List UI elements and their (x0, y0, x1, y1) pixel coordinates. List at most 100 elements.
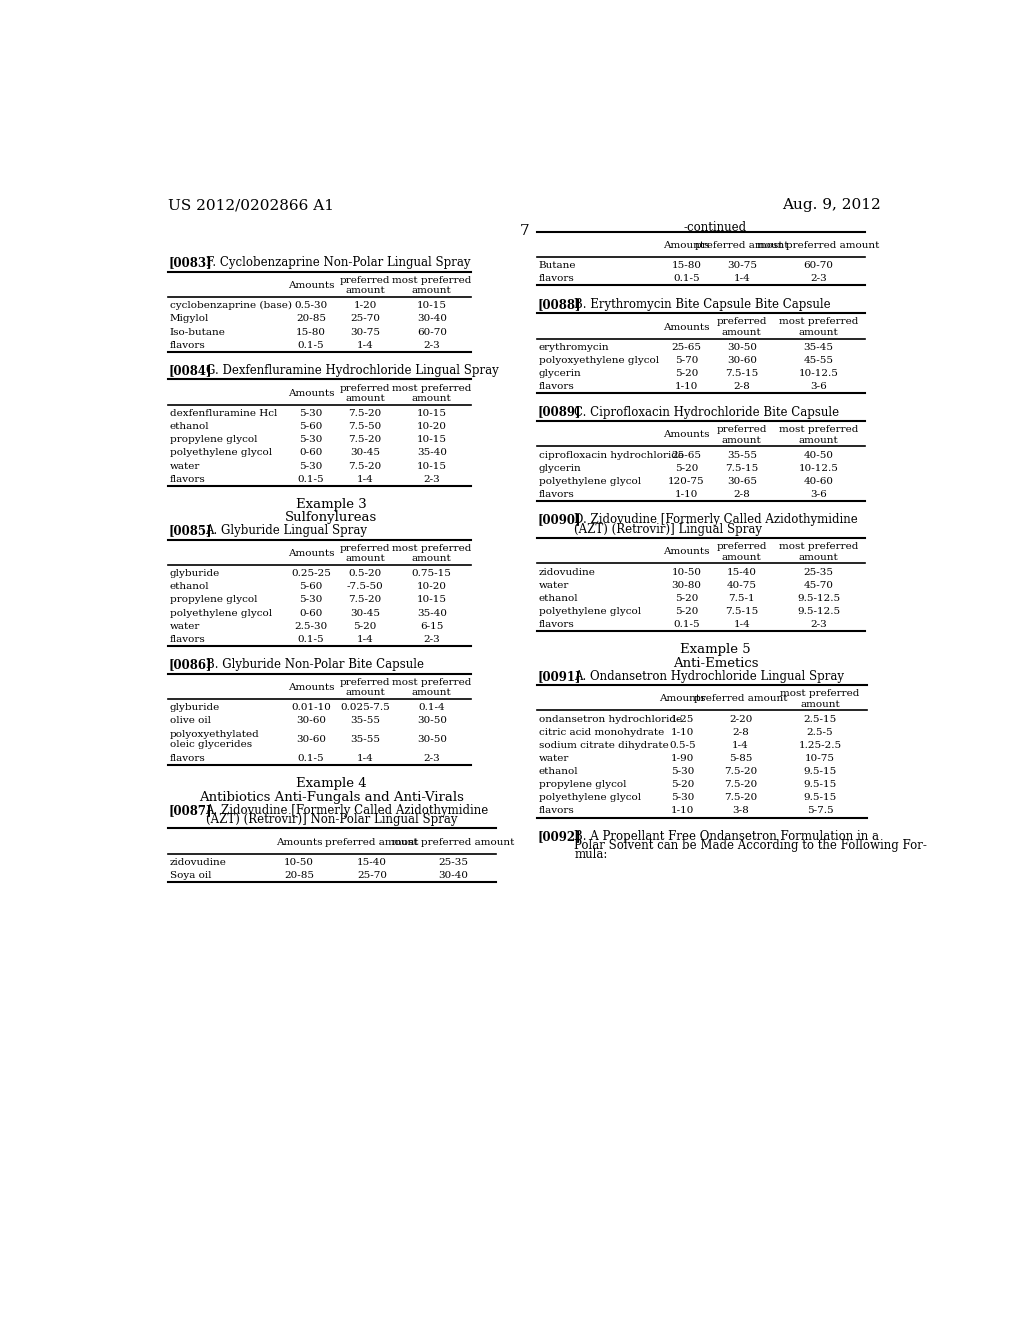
Text: [0084]: [0084] (168, 364, 212, 378)
Text: 9.5-15: 9.5-15 (804, 793, 837, 803)
Text: most preferred
amount: most preferred amount (779, 543, 858, 561)
Text: ethanol: ethanol (539, 594, 579, 603)
Text: 40-60: 40-60 (804, 477, 834, 486)
Text: 40-75: 40-75 (727, 581, 757, 590)
Text: 30-45: 30-45 (350, 449, 380, 458)
Text: flavors: flavors (539, 275, 574, 284)
Text: 0.025-7.5: 0.025-7.5 (340, 704, 390, 713)
Text: -7.5-50: -7.5-50 (347, 582, 384, 591)
Text: ethanol: ethanol (539, 767, 579, 776)
Text: 35-55: 35-55 (350, 717, 380, 726)
Text: 10-50: 10-50 (672, 568, 701, 577)
Text: 5-20: 5-20 (675, 594, 698, 603)
Text: 7.5-50: 7.5-50 (348, 422, 382, 432)
Text: 30-80: 30-80 (672, 581, 701, 590)
Text: [0085]: [0085] (168, 524, 212, 537)
Text: Iso-butane: Iso-butane (170, 327, 225, 337)
Text: 35-55: 35-55 (727, 450, 757, 459)
Text: Migylol: Migylol (170, 314, 209, 323)
Text: 0.25-25: 0.25-25 (291, 569, 331, 578)
Text: Anti-Emetics: Anti-Emetics (673, 656, 758, 669)
Text: C. Ciprofloxacin Hydrochloride Bite Capsule: C. Ciprofloxacin Hydrochloride Bite Caps… (574, 405, 840, 418)
Text: 0-60: 0-60 (299, 609, 323, 618)
Text: water: water (170, 622, 201, 631)
Text: 5-60: 5-60 (299, 582, 323, 591)
Text: [0086]: [0086] (168, 659, 212, 671)
Text: Amounts: Amounts (288, 389, 334, 397)
Text: 7.5-20: 7.5-20 (348, 436, 382, 445)
Text: water: water (539, 581, 569, 590)
Text: 2-8: 2-8 (733, 490, 751, 499)
Text: 10-20: 10-20 (417, 582, 446, 591)
Text: most preferred
amount: most preferred amount (392, 276, 471, 296)
Text: glyburide: glyburide (170, 569, 220, 578)
Text: polyethylene glycol: polyethylene glycol (539, 607, 641, 616)
Text: 60-70: 60-70 (417, 327, 446, 337)
Text: [0090]: [0090] (538, 513, 581, 527)
Text: 1-10: 1-10 (671, 807, 694, 816)
Text: sodium citrate dihydrate: sodium citrate dihydrate (539, 741, 669, 750)
Text: 0.01-10: 0.01-10 (291, 704, 331, 713)
Text: 7.5-20: 7.5-20 (724, 780, 758, 789)
Text: 2-3: 2-3 (424, 754, 440, 763)
Text: 25-65: 25-65 (672, 450, 701, 459)
Text: 25-70: 25-70 (350, 314, 380, 323)
Text: 5-20: 5-20 (671, 780, 694, 789)
Text: 2-3: 2-3 (810, 275, 827, 284)
Text: most preferred
amount: most preferred amount (392, 677, 471, 697)
Text: 5-70: 5-70 (675, 356, 698, 366)
Text: 0.5-20: 0.5-20 (348, 569, 382, 578)
Text: Amounts: Amounts (276, 838, 323, 846)
Text: propylene glycol: propylene glycol (170, 436, 257, 445)
Text: 0.1-5: 0.1-5 (298, 475, 325, 483)
Text: ondansetron hydrochloride: ondansetron hydrochloride (539, 715, 682, 723)
Text: polyoxyethylene glycol: polyoxyethylene glycol (539, 356, 658, 366)
Text: [0083]: [0083] (168, 256, 212, 269)
Text: polyethylene glycol: polyethylene glycol (539, 793, 641, 803)
Text: 3-6: 3-6 (810, 490, 827, 499)
Text: 30-40: 30-40 (417, 314, 446, 323)
Text: 0.5-5: 0.5-5 (670, 741, 696, 750)
Text: 2-8: 2-8 (733, 383, 751, 391)
Text: zidovudine: zidovudine (539, 568, 596, 577)
Text: ethanol: ethanol (170, 422, 210, 432)
Text: 1-10: 1-10 (671, 727, 694, 737)
Text: glycerin: glycerin (539, 463, 582, 473)
Text: 2.5-30: 2.5-30 (294, 622, 328, 631)
Text: 0.1-5: 0.1-5 (673, 620, 699, 630)
Text: flavors: flavors (170, 635, 206, 644)
Text: most preferred
amount: most preferred amount (392, 384, 471, 403)
Text: most preferred amount: most preferred amount (392, 838, 515, 846)
Text: 30-60: 30-60 (296, 717, 326, 726)
Text: 2-3: 2-3 (424, 635, 440, 644)
Text: 30-60: 30-60 (296, 735, 326, 744)
Text: 1-4: 1-4 (732, 741, 749, 750)
Text: 7.5-20: 7.5-20 (348, 409, 382, 418)
Text: 1-10: 1-10 (675, 490, 698, 499)
Text: most preferred
amount: most preferred amount (392, 544, 471, 564)
Text: 0-60: 0-60 (299, 449, 323, 458)
Text: 5-30: 5-30 (671, 767, 694, 776)
Text: B. Erythromycin Bite Capsule Bite Capsule: B. Erythromycin Bite Capsule Bite Capsul… (574, 298, 831, 310)
Text: water: water (170, 462, 201, 470)
Text: [0088]: [0088] (538, 298, 581, 310)
Text: 5-30: 5-30 (671, 793, 694, 803)
Text: glyburide: glyburide (170, 704, 220, 713)
Text: 7.5-20: 7.5-20 (348, 595, 382, 605)
Text: Antibiotics Anti-Fungals and Anti-Virals: Antibiotics Anti-Fungals and Anti-Virals (199, 791, 464, 804)
Text: Aug. 9, 2012: Aug. 9, 2012 (782, 198, 882, 213)
Text: 15-80: 15-80 (296, 327, 326, 337)
Text: 10-15: 10-15 (417, 409, 446, 418)
Text: A. Glyburide Lingual Spray: A. Glyburide Lingual Spray (206, 524, 368, 537)
Text: polyethylene glycol: polyethylene glycol (170, 609, 272, 618)
Text: 15-80: 15-80 (672, 261, 701, 271)
Text: 9.5-12.5: 9.5-12.5 (797, 607, 840, 616)
Text: polyethylene glycol: polyethylene glycol (170, 449, 272, 458)
Text: 45-70: 45-70 (804, 581, 834, 590)
Text: preferred amount: preferred amount (326, 838, 419, 846)
Text: B. A Propellant Free Ondansetron Formulation in a: B. A Propellant Free Ondansetron Formula… (574, 830, 880, 843)
Text: 10-20: 10-20 (417, 422, 446, 432)
Text: preferred
amount: preferred amount (717, 425, 767, 445)
Text: 1-4: 1-4 (733, 275, 751, 284)
Text: 120-75: 120-75 (668, 477, 705, 486)
